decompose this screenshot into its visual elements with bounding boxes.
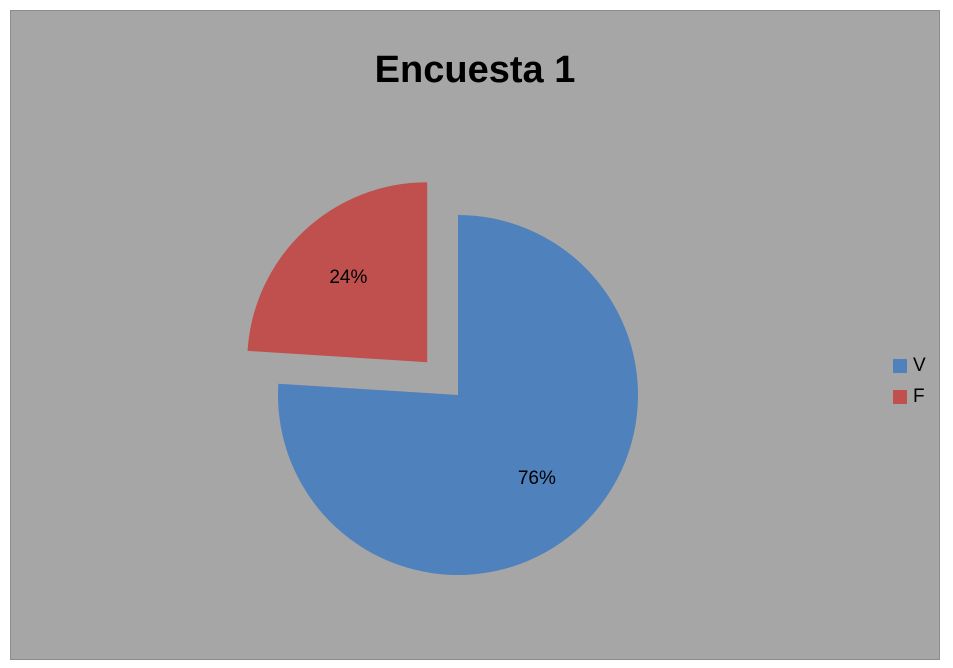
legend-item-V: V <box>893 350 926 381</box>
legend-swatch-F <box>893 389 907 404</box>
data-label-V: 76% <box>518 468 556 489</box>
legend-label-F: F <box>913 385 925 407</box>
data-label-F: 24% <box>329 267 367 288</box>
legend-label-V: V <box>913 354 926 376</box>
pie-slice-F <box>247 182 428 363</box>
legend-item-F: F <box>893 381 926 412</box>
chart-title: Encuesta 1 <box>374 49 576 91</box>
legend-swatch-V <box>893 358 907 373</box>
pie-slice-V <box>278 215 638 575</box>
